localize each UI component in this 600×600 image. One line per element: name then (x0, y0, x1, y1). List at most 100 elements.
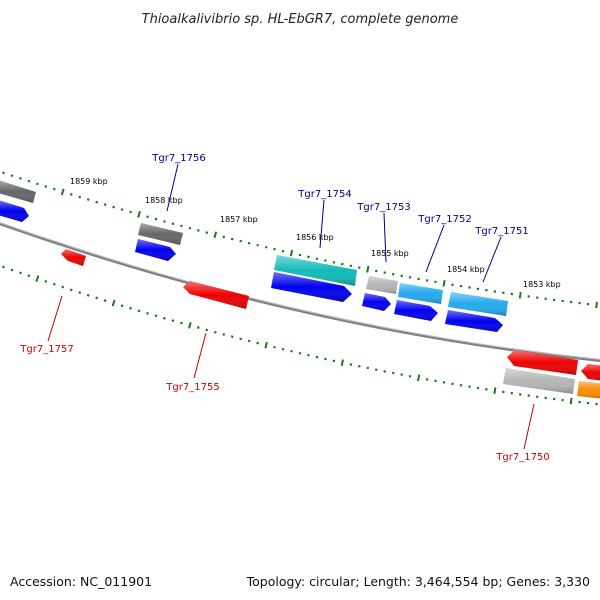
leader-line-tgr7-1750 (523, 403, 535, 450)
gene-red-tgr7-1755[interactable] (183, 281, 249, 309)
minor-tick (86, 293, 90, 297)
gene-orange-right[interactable] (577, 381, 600, 399)
gene-blue-3[interactable] (271, 272, 352, 302)
gene-red-small-left[interactable] (61, 249, 86, 266)
leader-line-tgr7-1757 (47, 295, 63, 342)
minor-tick (197, 229, 200, 232)
gene-label-tgr7-1750[interactable]: Tgr7_1750 (495, 452, 549, 463)
minor-tick (120, 208, 124, 211)
minor-tick (273, 345, 276, 349)
gene-dark-gray-tgr7-1756[interactable] (138, 223, 183, 245)
minor-tick (247, 241, 251, 245)
minor-tick (230, 237, 234, 241)
gene-blue-left[interactable] (0, 200, 29, 222)
minor-tick (69, 193, 73, 196)
scale-label-1856kbp: 1856 kbp (296, 233, 334, 242)
minor-tick (2, 265, 5, 269)
minor-tick (171, 319, 175, 323)
major-tick (137, 211, 141, 218)
major-tick (518, 291, 522, 299)
minor-tick (95, 296, 99, 300)
gene-label-tgr7-1754[interactable]: Tgr7_1754 (297, 189, 351, 200)
minor-tick (10, 174, 14, 178)
minor-tick (44, 185, 48, 188)
gene-red-right-2[interactable] (581, 364, 600, 381)
gene-blue-5[interactable] (394, 300, 438, 321)
gene-light-gray-tgr7-1750[interactable] (503, 368, 575, 394)
gene-sky-blue-tgr7-1752[interactable] (398, 283, 443, 304)
gene-red-right-1[interactable] (507, 350, 578, 375)
major-tick (289, 249, 294, 257)
gene-label-tgr7-1756[interactable]: Tgr7_1756 (151, 153, 205, 164)
minor-tick (146, 311, 149, 315)
major-tick (417, 374, 421, 382)
minor-tick (230, 335, 234, 339)
minor-tick (52, 282, 56, 286)
gene-label-tgr7-1755[interactable]: Tgr7_1755 (165, 382, 219, 393)
gene-label-tgr7-1751[interactable]: Tgr7_1751 (474, 226, 528, 237)
minor-tick (52, 187, 56, 191)
gene-cyan-tgr7-1754[interactable] (274, 255, 357, 286)
major-tick (595, 301, 598, 309)
minor-tick (374, 269, 378, 273)
minor-tick (154, 217, 158, 221)
major-tick (60, 188, 65, 196)
minor-tick (290, 349, 293, 353)
minor-tick (222, 235, 226, 239)
gene-sky-blue-tgr7-1751[interactable] (448, 292, 508, 316)
minor-tick (315, 257, 319, 261)
gene-dark-gray-left-1[interactable] (0, 180, 36, 203)
scale-label-1853kbp: 1853 kbp (523, 280, 561, 289)
minor-tick (163, 220, 166, 223)
gene-blue-2[interactable] (135, 239, 176, 261)
minor-tick (19, 176, 22, 180)
minor-tick (324, 357, 327, 361)
minor-tick (171, 222, 175, 226)
scale-label-1857kbp: 1857 kbp (220, 215, 258, 224)
minor-tick (349, 264, 353, 268)
outer-tick-ring (2, 171, 598, 309)
minor-tick (27, 274, 31, 278)
minor-tick (19, 271, 22, 275)
major-tick (264, 341, 268, 349)
minor-tick (86, 198, 90, 201)
gene-light-gray-tgr7-1753[interactable] (366, 276, 398, 294)
minor-tick (61, 285, 65, 289)
major-tick (35, 275, 40, 283)
minor-tick (103, 203, 107, 207)
minor-tick (374, 368, 378, 372)
minor-tick (196, 326, 200, 330)
minor-tick (239, 239, 243, 243)
scale-label-1858kbp: 1858 kbp (145, 196, 183, 205)
minor-tick (315, 355, 319, 359)
minor-tick (78, 195, 82, 199)
gene-label-tgr7-1753[interactable]: Tgr7_1753 (356, 202, 410, 213)
gene-label-tgr7-1752[interactable]: Tgr7_1752 (417, 214, 471, 225)
minor-tick (44, 280, 48, 283)
minor-tick (213, 330, 217, 334)
topology-summary-text: Topology: circular; Length: 3,464,554 bp… (246, 574, 590, 589)
gene-label-tgr7-1757[interactable]: Tgr7_1757 (19, 344, 73, 355)
minor-tick (239, 337, 243, 341)
minor-tick (281, 347, 285, 351)
minor-tick (154, 314, 158, 318)
minor-tick (120, 304, 124, 308)
major-tick (442, 280, 446, 287)
minor-tick (307, 353, 310, 357)
minor-tick (69, 288, 73, 292)
accession-text: Accession: NC_011901 (10, 574, 152, 589)
leader-line-tgr7-1754 (319, 199, 325, 249)
major-tick (340, 359, 344, 367)
gene-blue-4[interactable] (362, 293, 391, 311)
leader-line-tgr7-1751 (482, 236, 502, 283)
major-tick (493, 387, 497, 394)
minor-tick (349, 363, 353, 366)
minor-tick (27, 179, 31, 183)
gene-blue-6[interactable] (445, 310, 503, 332)
leader-line-tgr7-1756 (166, 163, 179, 212)
major-tick (366, 265, 370, 273)
minor-tick (2, 171, 5, 175)
scale-label-1859kbp: 1859 kbp (70, 177, 108, 186)
minor-tick (307, 255, 310, 259)
